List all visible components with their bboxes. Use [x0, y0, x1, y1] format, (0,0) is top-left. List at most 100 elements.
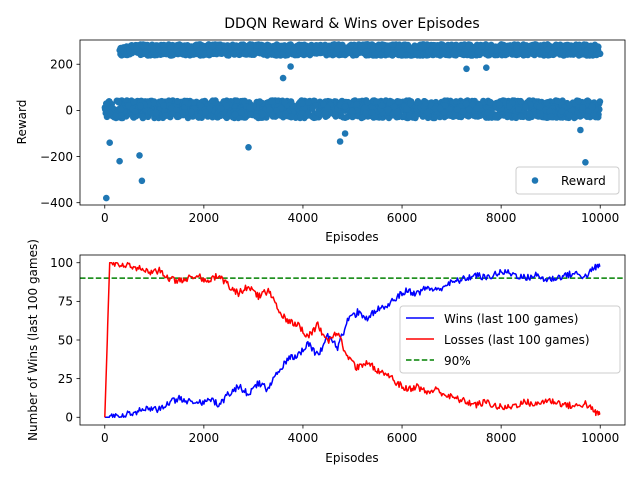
reward-point	[517, 97, 524, 105]
reward-point	[209, 97, 216, 104]
reward-point	[231, 111, 239, 118]
reward-point	[554, 97, 562, 105]
wins-y-tick-label: 50	[58, 333, 73, 347]
reward-point	[462, 100, 470, 108]
reward-point	[260, 43, 267, 50]
reward-point	[377, 51, 385, 59]
reward-point	[529, 48, 537, 56]
reward-legend: Reward	[515, 166, 620, 195]
reward-point	[324, 104, 331, 112]
reward-x-tick-label: 10000	[581, 211, 619, 225]
reward-point	[341, 103, 349, 110]
reward-point	[160, 47, 168, 54]
reward-axes-frame	[79, 39, 626, 206]
wins-y-tick-label: 100	[50, 256, 73, 270]
wins-x-tick-label: 0	[101, 431, 109, 445]
reward-legend-label: Reward	[561, 174, 606, 188]
reward-point	[217, 105, 225, 112]
reward-point	[130, 98, 137, 106]
reward-point	[407, 99, 414, 106]
reward-point	[446, 106, 453, 113]
reward-point	[496, 101, 504, 109]
reward-point	[246, 104, 254, 112]
reward-point	[133, 45, 140, 52]
reward-point	[112, 112, 120, 120]
wins-lines	[80, 261, 625, 419]
wins-x-tick-label: 4000	[288, 431, 319, 445]
reward-point	[514, 48, 522, 56]
reward-point	[571, 114, 579, 121]
reward-point	[291, 51, 299, 59]
reward-point	[413, 50, 421, 57]
wins-x-axis-label: Episodes	[325, 451, 378, 465]
reward-point	[517, 113, 525, 120]
reward-point	[588, 103, 596, 111]
reward-point	[566, 112, 574, 119]
reward-point	[389, 41, 397, 48]
reward-point	[173, 106, 180, 114]
reward-point	[276, 111, 283, 119]
reward-point	[117, 44, 125, 52]
reward-point	[509, 51, 516, 58]
reward-point	[472, 113, 479, 120]
reward-point	[274, 51, 281, 59]
reward-outlier-point	[106, 139, 113, 146]
reward-x-tick-label: 2000	[189, 211, 220, 225]
reward-point	[422, 99, 429, 107]
reward-point	[459, 108, 467, 115]
reward-y-tick-label: 200	[50, 58, 73, 72]
reward-point	[208, 43, 216, 51]
reward-point	[352, 48, 360, 56]
wins-legend: Wins (last 100 games) Losses (last 100 g…	[399, 305, 621, 374]
reward-legend-marker	[531, 177, 539, 184]
reward-point	[536, 103, 544, 111]
reward-point	[132, 112, 140, 120]
reward-point	[131, 108, 139, 115]
reward-outlier-point	[287, 63, 294, 70]
reward-y-tick-label: 0	[65, 104, 73, 118]
reward-point	[537, 110, 544, 118]
reward-point	[321, 47, 328, 55]
reward-point	[230, 50, 238, 58]
reward-point	[487, 98, 494, 106]
reward-y-tick-label: −400	[40, 196, 73, 210]
reward-point	[312, 50, 320, 57]
reward-point	[430, 41, 437, 49]
reward-point	[142, 41, 149, 49]
reward-point	[558, 107, 566, 115]
reward-point	[252, 113, 260, 120]
reward-point	[259, 110, 267, 118]
reward-outlier-point	[103, 194, 110, 202]
reward-point	[375, 44, 382, 52]
losses-legend-label: Losses (last 100 games)	[444, 333, 590, 347]
reward-point	[199, 44, 206, 51]
reward-point	[555, 49, 563, 57]
reward-outlier-point	[463, 65, 470, 73]
reward-point	[108, 104, 116, 112]
reward-point	[305, 49, 313, 56]
reward-point	[579, 104, 586, 111]
reward-point	[412, 44, 420, 52]
reward-point	[332, 111, 339, 118]
reward-point	[284, 42, 292, 50]
reward-point	[384, 45, 391, 53]
reward-point	[190, 99, 197, 106]
reward-point	[268, 51, 276, 58]
reward-point	[564, 42, 572, 50]
reward-y-axis-label: Reward	[15, 100, 29, 145]
reward-point	[411, 113, 419, 120]
reward-point	[423, 108, 431, 116]
reward-point	[303, 111, 311, 119]
reward-point	[594, 43, 601, 50]
reward-point	[358, 43, 366, 50]
reward-point	[220, 49, 228, 56]
wins-subplot: 0 2000 4000 6000 8000 10000 0 25 50 75 100 Episod…	[26, 239, 626, 465]
reward-point	[453, 106, 461, 113]
reward-point	[282, 110, 289, 118]
reward-point	[456, 43, 463, 50]
reward-point	[241, 50, 249, 58]
reward-point	[103, 100, 110, 107]
reward-outlier-point	[483, 64, 490, 71]
